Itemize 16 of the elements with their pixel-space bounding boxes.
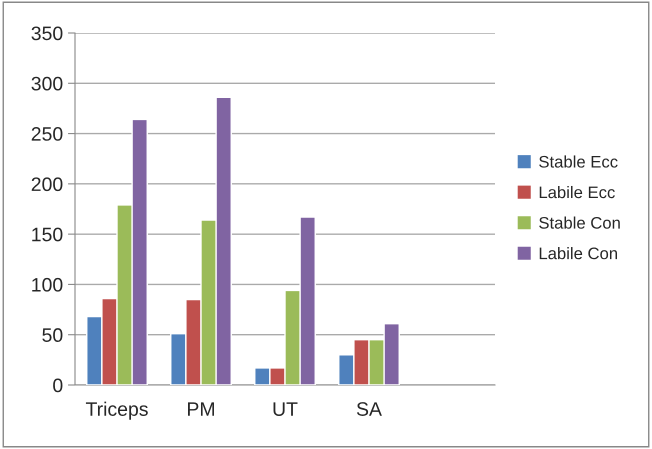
x-tick-label: Triceps (86, 402, 148, 420)
legend-label: Labile Ecc (540, 186, 615, 198)
legend-label: Labile Con (540, 247, 618, 260)
x-tick-label: UT (274, 402, 298, 416)
y-tick-label: 50 (42, 328, 62, 342)
y-tick-label: 0 (53, 378, 62, 392)
y-tick-label: 300 (31, 76, 62, 91)
y-tick-label: 150 (32, 228, 62, 242)
x-tick-label: SA (356, 402, 382, 416)
legend-label: Stable Con (539, 216, 620, 229)
x-tick-label: PM (188, 402, 214, 416)
legend-label: Stable Ecc (539, 155, 618, 168)
y-tick-label: 100 (32, 278, 62, 292)
y-tick-label: 250 (32, 127, 62, 141)
y-tick-label: 350 (31, 26, 62, 40)
y-tick-label: 200 (32, 177, 62, 192)
